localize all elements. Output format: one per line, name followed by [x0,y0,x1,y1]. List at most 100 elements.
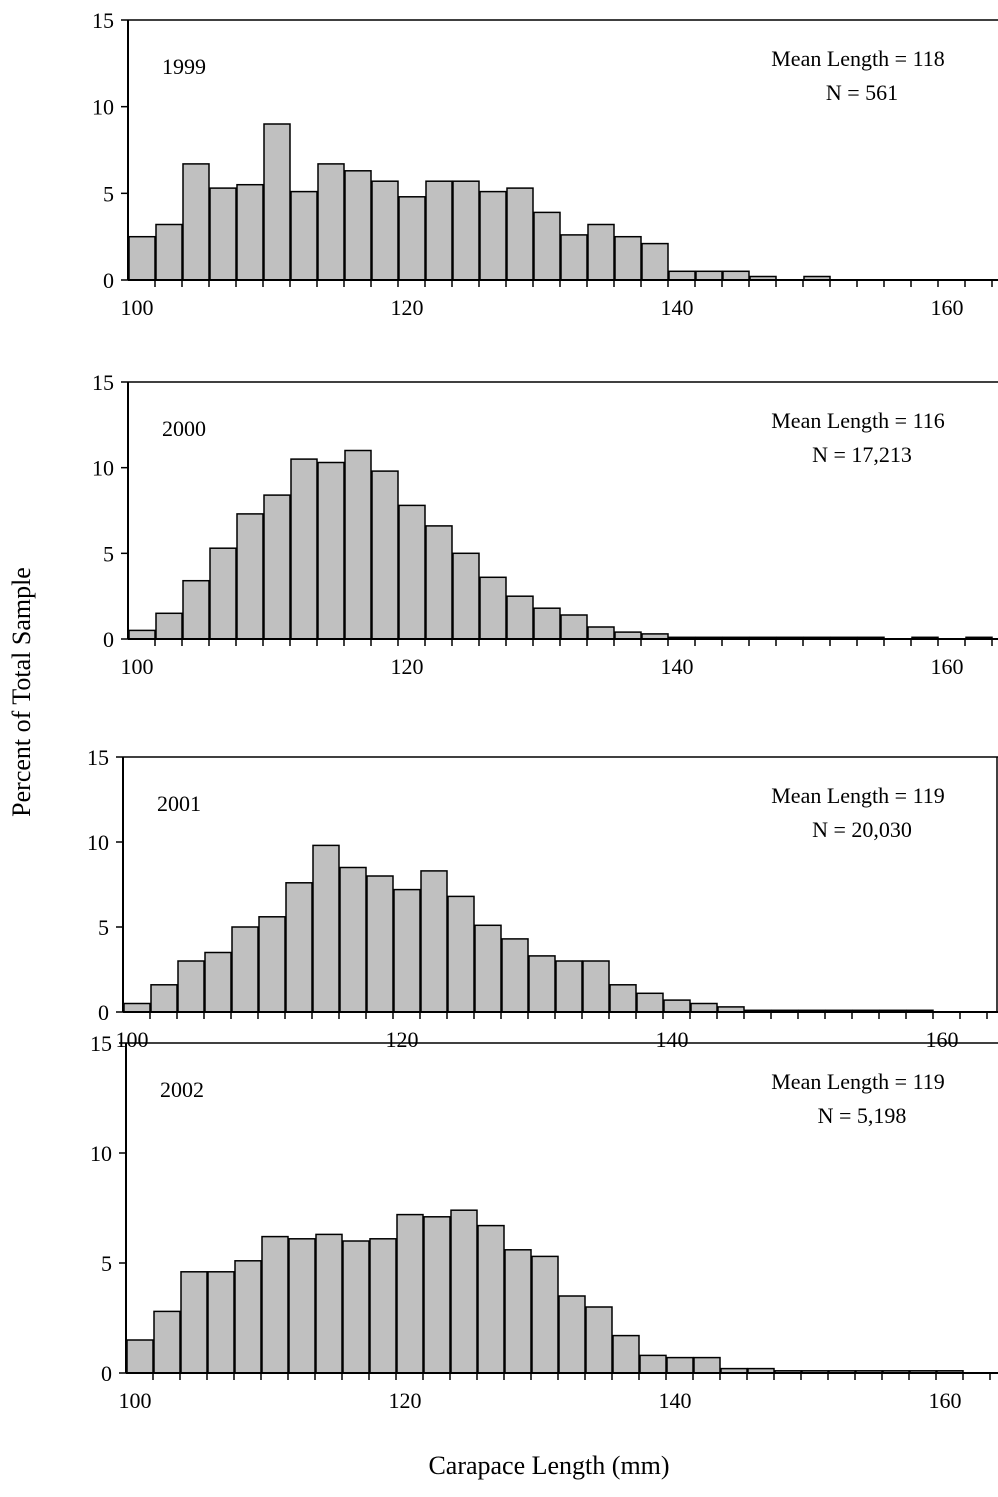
bar-2002-134 [585,1306,613,1374]
bar-2001-118 [366,875,394,1013]
bar-2002-136 [612,1334,640,1374]
bar-2002-132 [558,1295,586,1374]
bar-2001-134 [582,960,610,1013]
bar-2001-142 [690,1002,718,1013]
bar-2002-122 [423,1216,451,1374]
bar-2002-100 [126,1339,154,1374]
mean-length-annotation: Mean Length = 118 [771,46,945,71]
bar-2001-102 [150,984,178,1013]
bar-2000-114 [317,461,345,640]
bar-1999-126 [479,190,507,281]
bar-2001-108 [231,926,259,1013]
bar-2000-130 [533,607,561,640]
x-tick-label: 140 [659,1388,692,1413]
bar-1999-108 [236,183,264,281]
bar-2001-110 [258,916,286,1013]
bar-1999-106 [209,187,237,281]
panel-year-label: 2000 [162,416,206,441]
y-tick-label: 0 [103,268,114,293]
y-tick-label: 5 [103,181,114,206]
bar-1999-144 [722,270,750,281]
bar-1999-138 [641,242,669,281]
bar-2002-112 [288,1238,316,1374]
y-tick-label: 15 [90,1031,112,1056]
bar-2001-104 [177,960,205,1013]
bar-2001-116 [339,866,367,1013]
bar-2002-130 [531,1255,559,1374]
bar-2000-104 [182,579,210,640]
bar-2001-106 [204,951,232,1013]
chart-panel-2001: 0 5 10 15 100 120 140 160 2001 Mean Length = 119 N… [87,745,998,1052]
mean-length-annotation: Mean Length = 119 [771,783,945,808]
sample-size-annotation: N = 5,198 [818,1103,907,1128]
bar-1999-114 [317,163,345,281]
bar-2001-136 [609,984,637,1013]
bar-2000-134 [587,626,615,640]
bar-2000-122 [425,525,453,640]
bar-2000-100 [128,629,156,640]
bar-1999-112 [290,190,318,281]
bar-1999-132 [560,234,588,281]
bar-2001-128 [501,938,529,1013]
bar-2001-138 [636,992,664,1013]
y-tick-label: 10 [92,95,114,120]
bar-2000-110 [263,494,291,640]
bar-1999-110 [263,123,291,281]
bar-2002-140 [666,1356,694,1374]
y-tick-label: 5 [101,1251,112,1276]
y-tick-label: 0 [101,1361,112,1386]
chart-panel-2000: 0 5 10 15 100 120 140 160 2000 Mean Length = 116 N… [92,370,998,679]
x-tick-label: 120 [391,295,424,320]
bar-2002-106 [207,1271,235,1374]
y-axis-label: Percent of Total Sample [7,567,36,817]
bar-1999-104 [182,163,210,281]
y-tick-label: 10 [92,456,114,481]
bar-2000-118 [371,470,399,640]
bar-2000-136 [614,631,642,640]
bar-2001-122 [420,870,448,1013]
bar-2002-120 [396,1213,424,1374]
panel-year-label: 1999 [162,54,206,79]
bar-1999-120 [398,196,426,281]
x-tick-label: 100 [121,654,154,679]
bar-1999-100 [128,235,156,281]
y-tick-label: 10 [87,830,109,855]
bar-2002-110 [261,1235,289,1374]
bar-1999-102 [155,223,183,281]
bar-1999-140 [668,270,696,281]
bar-2000-124 [452,552,480,640]
bar-1999-128 [506,187,534,281]
bar-2000-128 [506,595,534,640]
bar-2000-102 [155,612,183,640]
bar-2000-106 [209,547,237,640]
bar-2001-120 [393,888,421,1013]
x-tick-label: 160 [931,295,964,320]
bar-2002-116 [342,1240,370,1374]
bar-2002-108 [234,1260,262,1374]
mean-length-annotation: Mean Length = 116 [771,408,945,433]
chart-panel-1999: 0 5 10 15 100 120 140 160 1999 Mean Length = 118 N… [92,8,998,320]
panel-year-label: 2001 [157,791,201,816]
bar-2002-126 [477,1224,505,1374]
y-tick-label: 15 [87,745,109,770]
x-tick-label: 120 [389,1388,422,1413]
x-tick-label: 140 [656,1027,689,1052]
bar-2000-112 [290,458,318,640]
bar-1999-136 [614,235,642,281]
chart-panel-2002: 0 5 10 15 100 120 140 160 2002 Mean Length = 119 N… [90,1031,998,1413]
bar-1999-134 [587,223,615,281]
y-tick-label: 15 [92,370,114,395]
mean-length-annotation: Mean Length = 119 [771,1069,945,1094]
bar-1999-116 [344,170,372,281]
x-tick-label: 160 [926,1027,959,1052]
bar-1999-122 [425,180,453,281]
bar-2000-116 [344,449,372,640]
x-tick-label: 120 [391,654,424,679]
x-tick-label: 100 [119,1388,152,1413]
bar-2001-140 [663,999,691,1013]
bar-2000-120 [398,504,426,640]
bar-2002-128 [504,1249,532,1374]
bar-2001-130 [528,955,556,1013]
